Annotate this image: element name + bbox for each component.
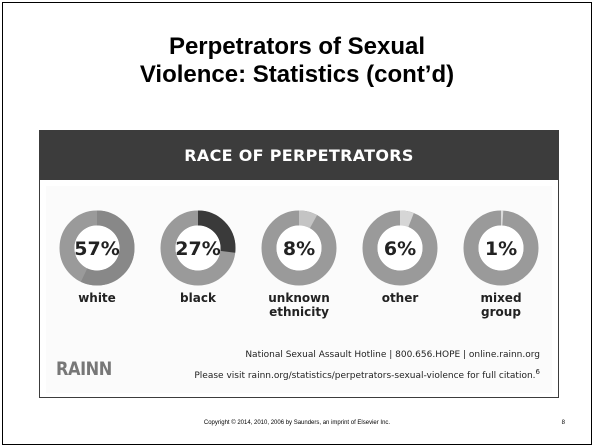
hotline-text: National Sexual Assault Hotline | 800.65…	[245, 350, 540, 360]
visit-suffix: for full citation.	[464, 371, 536, 381]
donut-hole	[478, 225, 524, 271]
donut-slice	[261, 210, 337, 286]
page-number: 8	[561, 420, 565, 426]
donut-white: 57% white	[59, 210, 135, 305]
donut-slice	[362, 210, 438, 286]
donut-slice	[463, 210, 539, 286]
category-label: mixed	[480, 291, 521, 305]
title-line-2: Violence: Statistics (cont’d)	[139, 61, 455, 88]
donut-other: 6% other	[362, 210, 438, 305]
percent-label: 6%	[384, 238, 416, 260]
category-label: ethnicity	[269, 305, 329, 319]
citation-link[interactable]: rainn.org/statistics/perpetrators-sexual…	[247, 371, 465, 381]
copyright-text: Copyright © 2014, 2010, 2006 by Saunders…	[203, 420, 391, 426]
citation-text: Please visit rainn.org/statistics/perpet…	[194, 368, 540, 381]
visit-prefix: Please visit	[194, 371, 248, 381]
percent-label: 1%	[485, 238, 517, 260]
rainn-logo: RAINN	[56, 358, 112, 380]
infographic-header: RACE OF PERPETRATORS	[40, 131, 558, 180]
infographic-body: 57% white 27% black 8% unknown ethnicity 6% othe…	[46, 186, 552, 393]
category-label: other	[382, 291, 419, 305]
percent-label: 57%	[74, 238, 119, 260]
category-label: group	[481, 305, 521, 319]
percent-label: 8%	[283, 238, 315, 260]
category-label: unknown	[268, 291, 329, 305]
donut-slice	[160, 210, 236, 286]
category-label: white	[78, 291, 116, 305]
donut-hole	[377, 225, 423, 271]
donut-hole	[175, 225, 221, 271]
percent-label: 27%	[175, 238, 220, 260]
category-label: black	[180, 291, 217, 305]
race-infographic: RACE OF PERPETRATORS 57% white 27% black 8% u…	[39, 130, 559, 398]
slide-title: Perpetrators of Sexual Violence: Statist…	[3, 33, 591, 89]
title-line-1: Perpetrators of Sexual	[168, 33, 426, 60]
donut-hole	[74, 225, 120, 271]
donut-slice	[59, 210, 135, 286]
citation-mark: 6	[535, 368, 540, 376]
donut-hole	[276, 225, 322, 271]
donut-black: 27% black	[160, 210, 236, 305]
